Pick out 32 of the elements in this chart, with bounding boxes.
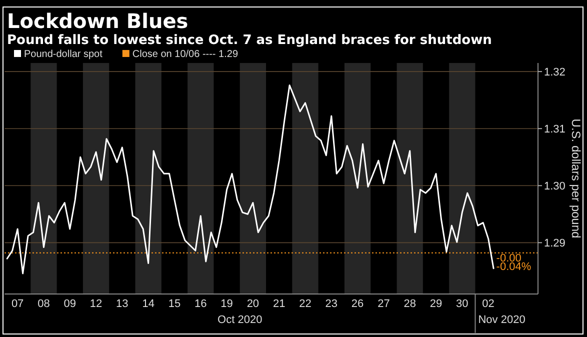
annotation: -0.04% [496,260,532,273]
text: Oct 2020 [218,314,262,326]
x-tick-label: 09 [64,298,76,310]
x-tick-label: 21 [272,298,286,310]
x-tick-label: 14 [142,298,154,310]
x-tick-label: 27 [378,298,390,310]
x-tick-label: 15 [168,298,181,310]
x-tick-label: 12 [90,298,102,310]
x-tick-label: 16 [194,298,207,310]
y-tick-label: 1.29 [544,238,566,250]
x-tick-label: 19 [220,298,233,310]
text: Nov 2020 [478,314,526,326]
x-tick-label: 26 [351,298,364,310]
x-tick-label: 20 [246,298,260,310]
chart-title: Lockdown Blues [7,9,188,33]
legend-label: Pound-dollar spot [24,49,103,60]
line-series [6,84,494,274]
x-tick-label: 30 [456,298,468,310]
chart-subtitle: Pound falls to lowest since Oct. 7 as England braces for shutdown [7,33,492,48]
x-tick-label: 29 [430,298,442,310]
y-tick-label: 1.30 [544,180,566,193]
x-tick-label: 13 [116,298,128,310]
y-tick-label: 1.32 [544,66,566,79]
x-tick-label: 08 [38,298,50,310]
x-tick-label: 07 [11,298,24,310]
legend-label: Close on 10/06 ---- 1.29 [132,49,238,60]
x-tick-label: 23 [325,298,338,310]
x-tick-label: 02 [482,298,494,310]
x-tick-label: 22 [299,298,312,310]
y-tick-label: 1.31 [544,124,566,136]
y-axis-title: U.S. dollars per pound [569,118,583,238]
x-tick-label: 28 [404,298,416,310]
